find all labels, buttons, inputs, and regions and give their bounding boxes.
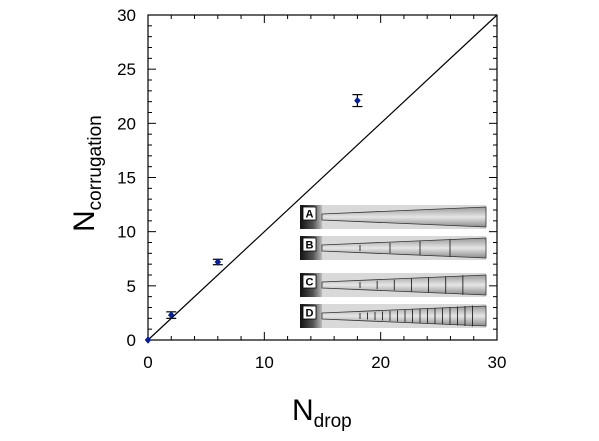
micrograph-label-box — [302, 274, 317, 289]
data-point — [212, 258, 223, 266]
micrograph-label-box — [302, 206, 317, 221]
micrograph-jet — [321, 237, 487, 259]
data-marker — [214, 258, 222, 266]
x-tick-label: 0 — [143, 353, 152, 372]
data-point — [144, 336, 152, 344]
y-axis-title: Ncorrugation — [68, 115, 106, 232]
micrograph-label: B — [306, 240, 314, 252]
data-point — [166, 311, 177, 319]
micrograph-panel-d: D — [300, 304, 487, 328]
data-marker — [167, 311, 175, 319]
micrograph-panel-c: C — [300, 273, 487, 297]
data-marker — [354, 96, 361, 105]
micrograph-label: A — [306, 209, 314, 221]
micrograph-jet — [321, 274, 487, 296]
x-tick-label: 20 — [371, 353, 390, 372]
micrograph-label-box — [302, 237, 317, 252]
y-tick-label: 0 — [127, 331, 136, 350]
micrograph-label: D — [306, 308, 314, 320]
x-axis-title: Ndrop — [292, 394, 352, 432]
y-tick-label: 25 — [117, 60, 136, 79]
y-tick-label: 5 — [127, 277, 136, 296]
micrograph-jet — [321, 305, 487, 327]
x-axis-title-sub: drop — [314, 411, 352, 432]
micrograph-label: C — [306, 277, 314, 289]
inset-micrographs: A B C D — [300, 205, 487, 328]
reference-line — [147, 14, 498, 341]
micrograph-panel-a: A — [300, 205, 487, 229]
y-tick-label: 20 — [117, 114, 136, 133]
x-tick-label: 30 — [488, 353, 507, 372]
y-axis-title-sub: corrugation — [85, 115, 106, 210]
micrograph-panel-b: B — [300, 236, 487, 260]
y-tick-label: 15 — [117, 169, 136, 188]
x-axis-title-main: N — [292, 394, 314, 427]
axis-ticks: 0 10 20 30 0 5 10 15 20 25 30 — [117, 6, 506, 372]
data-points — [144, 94, 363, 344]
micrograph-label-box — [302, 305, 317, 320]
y-tick-label: 10 — [117, 223, 136, 242]
x-tick-label: 10 — [255, 353, 274, 372]
data-point — [352, 94, 363, 108]
svg-text:Ndrop: Ndrop — [292, 394, 352, 432]
svg-text:Ncorrugation: Ncorrugation — [68, 115, 106, 232]
y-tick-label: 30 — [117, 6, 136, 25]
reference-line-layer — [147, 14, 498, 341]
data-marker — [144, 336, 152, 344]
y-axis-title-main: N — [68, 210, 101, 232]
micrograph-jet — [321, 206, 487, 228]
